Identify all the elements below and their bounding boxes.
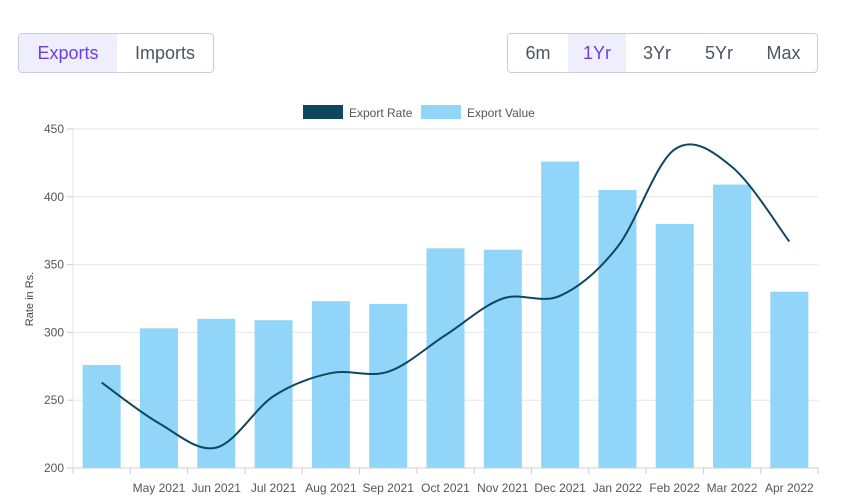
y-tick-label: 350 bbox=[44, 258, 64, 272]
x-tick-label: Apr 2022 bbox=[765, 481, 814, 495]
x-tick-label: Mar 2022 bbox=[707, 481, 758, 495]
x-tick-label: May 2021 bbox=[133, 481, 186, 495]
x-tick-label: Aug 2021 bbox=[305, 481, 357, 495]
range-max-button[interactable]: Max bbox=[766, 42, 801, 63]
range-3yr-button[interactable]: 3Yr bbox=[642, 42, 671, 63]
bar-export-value bbox=[139, 328, 178, 468]
range-5yr-button[interactable]: 5Yr bbox=[704, 42, 733, 63]
time-range-toggle: 6m 1Yr 3Yr 5Yr Max bbox=[507, 33, 818, 73]
bar-export-value bbox=[254, 320, 293, 468]
axes: 200 250 300 350 400 450 May 2021 Jun 2021 Jul 20… bbox=[44, 122, 819, 495]
y-tick-label: 250 bbox=[44, 393, 64, 407]
x-tick-label: Feb 2022 bbox=[649, 481, 700, 495]
x-tick-label: Oct 2021 bbox=[421, 481, 470, 495]
range-6m-button[interactable]: 6m bbox=[525, 42, 551, 63]
x-tick-label: Jan 2022 bbox=[593, 481, 643, 495]
imports-tab[interactable]: Imports bbox=[134, 42, 195, 63]
legend-swatch-export-rate bbox=[303, 105, 343, 119]
legend-swatch-export-value bbox=[421, 105, 461, 119]
y-tick-label: 450 bbox=[44, 122, 64, 136]
x-tick-label: Jul 2021 bbox=[251, 481, 297, 495]
bar-export-value bbox=[541, 161, 580, 468]
y-tick-label: 400 bbox=[44, 190, 64, 204]
exports-tab[interactable]: Exports bbox=[19, 34, 117, 72]
bar-export-value bbox=[770, 291, 809, 468]
bar-export-value bbox=[598, 190, 637, 468]
legend-label-export-rate: Export Rate bbox=[349, 106, 413, 120]
bar-export-value bbox=[713, 184, 752, 468]
export-rate-line-group bbox=[101, 143, 791, 450]
x-tick-label: Jun 2021 bbox=[192, 481, 242, 495]
legend: Export Rate Export Value bbox=[303, 105, 535, 120]
export-value-bars bbox=[82, 161, 809, 468]
legend-label-export-value: Export Value bbox=[467, 106, 535, 120]
y-axis-title: Rate in Rs. bbox=[24, 272, 36, 326]
y-tick-label: 200 bbox=[44, 461, 64, 475]
bar-export-value bbox=[311, 301, 350, 468]
bar-export-value bbox=[655, 223, 694, 468]
x-tick-label: Sep 2021 bbox=[362, 481, 414, 495]
x-tick-label: Nov 2021 bbox=[477, 481, 529, 495]
trade-type-toggle: Exports Imports bbox=[18, 33, 214, 73]
bar-export-value bbox=[197, 318, 236, 468]
bar-export-value bbox=[82, 364, 121, 468]
x-tick-label: Dec 2021 bbox=[534, 481, 586, 495]
range-1yr-button[interactable]: 1Yr bbox=[568, 34, 626, 72]
y-tick-label: 300 bbox=[44, 325, 64, 339]
bar-export-value bbox=[369, 303, 408, 468]
bar-export-value bbox=[426, 248, 465, 468]
bar-export-value bbox=[483, 249, 522, 468]
